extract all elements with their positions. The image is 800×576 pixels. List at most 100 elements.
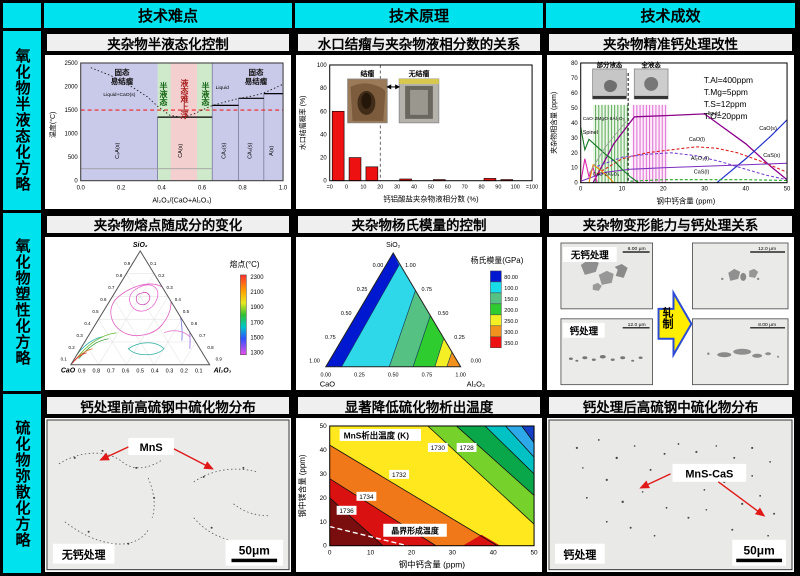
svg-text:60: 60 (320, 109, 327, 115)
no-ca-label: 无钙处理 (61, 548, 106, 562)
panel-title: 钙处理前高硫钢中硫化物分布 (45, 395, 291, 417)
svg-text:CaS(s): CaS(s) (763, 153, 780, 159)
svg-text:1500: 1500 (65, 108, 79, 114)
svg-text:0.7: 0.7 (108, 285, 115, 290)
ca-label: 钙处理 (563, 548, 596, 562)
svg-text:0.6: 0.6 (191, 320, 198, 325)
solidus-caps (157, 93, 284, 118)
svg-text:0.9: 0.9 (124, 261, 131, 266)
svg-text:20: 20 (660, 187, 667, 193)
svg-text:0.00: 0.00 (320, 372, 331, 378)
svg-text:10: 10 (320, 519, 328, 526)
mns-cas-annotation: MnS-CaS (685, 469, 733, 481)
y-axis-label: 温度(°C) (48, 112, 57, 138)
grain-boundary-dashed-line (329, 526, 408, 547)
svg-text:0.4: 0.4 (175, 297, 182, 302)
svg-text:100: 100 (511, 185, 520, 191)
svg-text:70: 70 (571, 76, 578, 82)
svg-text:0.75: 0.75 (421, 287, 432, 293)
bottom-ticks: 0.9 0.8 0.7 0.6 0.5 0.4 0.3 0.2 0.1 (78, 368, 203, 374)
svg-text:T.O=20ppm: T.O=20ppm (704, 111, 748, 121)
y-ticks: 0 10 20 30 40 50 60 70 80 (571, 61, 578, 187)
header-achievement: 技术成效 (546, 3, 795, 28)
clogging-bar-chart: 结瘤 无结瘤 0 20 40 60 80 100 =0 0 10 20 30 40 50 60 70 80 9… (296, 55, 542, 209)
ca-treatment-svg: 部分液态 全液态 T.Al=400ppmT.Mg=5ppmT.S=12ppmT.… (549, 60, 791, 206)
right-ticks: 0.1 0.2 0.3 0.4 0.5 0.6 0.7 0.8 0.9 (150, 261, 222, 362)
label-box (554, 544, 605, 565)
svg-text:10: 10 (367, 550, 375, 557)
svg-text:=0: =0 (327, 185, 333, 191)
svg-text:CaO(s): CaO(s) (759, 126, 777, 132)
svg-text:70: 70 (462, 185, 468, 191)
partial-liquid-inset (592, 68, 627, 100)
panel-sulfide-after-ca: 钙处理后高硫钢中硫化物分布 (546, 394, 795, 573)
svg-text:0.75: 0.75 (422, 372, 433, 378)
svg-text:0: 0 (345, 185, 348, 191)
corner-cell (3, 3, 41, 28)
svg-text:0.2: 0.2 (158, 273, 165, 278)
mns-cas-micrograph-svg: MnS-CaS 钙处理 50μm (548, 419, 793, 571)
svg-text:8.00 μm: 8.00 μm (628, 246, 646, 252)
svg-text:2300: 2300 (250, 275, 264, 281)
ca-treatment-chart: 部分液态 全液态 T.Al=400ppm T.Mg=5ppm T.S=12ppm T.… (547, 55, 794, 209)
svg-text:0: 0 (574, 181, 578, 187)
triangle-frame (69, 249, 211, 365)
x-ticks: 0 10 20 30 40 50 (579, 187, 791, 193)
svg-text:200.0: 200.0 (504, 307, 518, 313)
svg-text:0.3: 0.3 (76, 332, 83, 337)
svg-text:1500: 1500 (250, 335, 264, 341)
y-ticks: 0 20 40 60 80 100 (317, 63, 328, 185)
phase-boundaries (157, 62, 265, 181)
scale-text: 50μm (239, 544, 270, 558)
svg-text:0.00: 0.00 (373, 263, 384, 269)
svg-text:0.00: 0.00 (471, 358, 482, 364)
svg-text:40: 40 (571, 121, 578, 127)
clogged-nozzle-photo (347, 78, 388, 124)
x-axis-label: 钙铝酸盐夹杂物液相分数 (%) (383, 194, 479, 204)
plot-frame (80, 62, 284, 182)
svg-text:0: 0 (323, 543, 327, 550)
inner-title: MnS析出温度 (K) (344, 431, 410, 441)
label-box (52, 544, 115, 565)
svg-text:0.9: 0.9 (216, 356, 223, 361)
svg-text:CA₂(s): CA₂(s) (221, 143, 227, 159)
left-ticks: 0.00 0.25 0.50 0.75 1.00 (309, 263, 383, 365)
svg-text:T.Al=400ppm: T.Al=400ppm (704, 75, 753, 85)
svg-text:0.6: 0.6 (198, 186, 207, 192)
deformation-svg: 无钙处理 8.00 μm 钙处理 12.0 μm (560, 242, 789, 385)
svg-text:0.4: 0.4 (84, 320, 91, 325)
micrograph-top-left: 无钙处理 8.00 μm (560, 242, 653, 309)
svg-text:无钙处理: 无钙处理 (570, 249, 609, 261)
svg-text:0.2: 0.2 (69, 344, 76, 349)
colorbar-title: 熔点(°C) (230, 259, 260, 269)
svg-text:30: 30 (701, 187, 708, 193)
svg-text:1730: 1730 (431, 445, 446, 452)
partial-liquid-label: 部分液态 (597, 60, 623, 69)
panel-title: 夹杂物杨氏模量的控制 (296, 213, 542, 235)
svg-text:50: 50 (530, 550, 538, 557)
series-curves (580, 113, 788, 184)
svg-text:0.25: 0.25 (357, 287, 368, 293)
zone-solid-left-label: 固态 易结瘤 (110, 68, 134, 86)
svg-text:1700: 1700 (250, 320, 264, 326)
svg-text:0: 0 (579, 187, 583, 193)
svg-text:T.Mg=5ppm: T.Mg=5ppm (704, 87, 748, 97)
melting-ternary-svg: SiO₂ CaO Al₂O₃ 0.9 0.8 0.7 0.6 0.5 0.4 0.3 0.2 0… (61, 242, 265, 375)
svg-text:0.8: 0.8 (238, 186, 247, 192)
svg-text:0: 0 (328, 550, 332, 557)
plot-frame (329, 425, 535, 547)
svg-text:150.0: 150.0 (504, 297, 518, 303)
x-axis-label: 钢中钙含量 (ppm) (399, 560, 466, 570)
annotation-arrows (99, 446, 214, 470)
svg-text:40: 40 (320, 132, 327, 138)
svg-text:0.25: 0.25 (454, 334, 465, 340)
svg-text:CaS(l): CaS(l) (694, 170, 710, 176)
svg-text:1.00: 1.00 (309, 358, 320, 364)
svg-text:350.0: 350.0 (504, 340, 518, 346)
svg-text:钙处理: 钙处理 (570, 325, 599, 337)
colorbar-title: 杨氏模量(GPa) (471, 255, 524, 265)
panel-title: 夹杂物精准钙处理改性 (547, 32, 794, 53)
panel-title: 钙处理后高硫钢中硫化物分布 (547, 395, 794, 417)
svg-text:30: 30 (320, 471, 328, 478)
x-ticks: =0 0 10 20 30 40 50 60 70 80 90 100 =100 (327, 185, 539, 191)
